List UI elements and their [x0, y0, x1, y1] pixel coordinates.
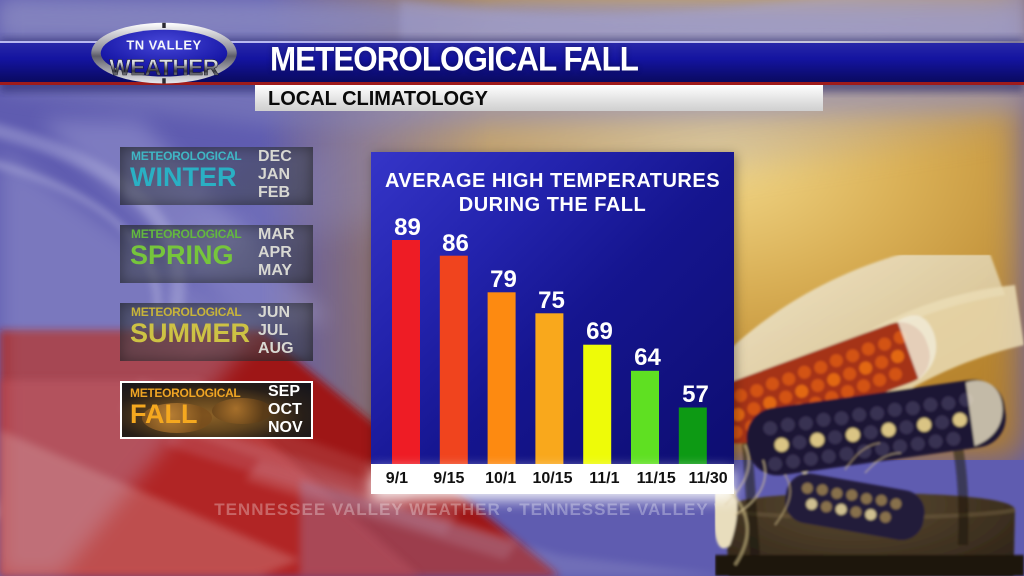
svg-text:TN VALLEY: TN VALLEY [126, 38, 201, 53]
svg-text:WEATHER: WEATHER [109, 55, 218, 80]
